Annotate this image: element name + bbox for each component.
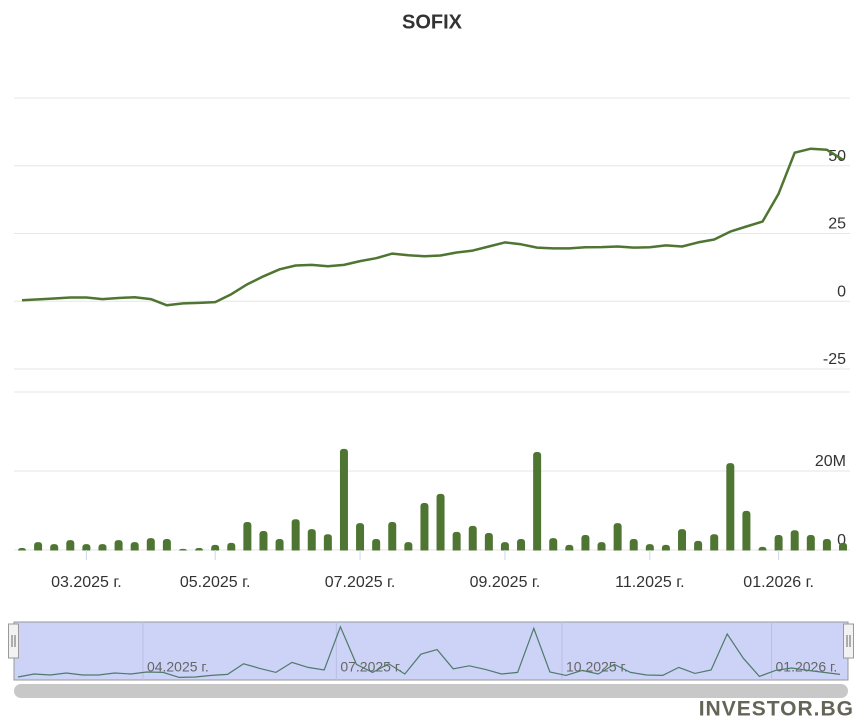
volume-bar xyxy=(581,534,590,553)
volume-bar xyxy=(275,538,284,553)
volume-bar xyxy=(742,510,751,553)
y-tick-label: 25 xyxy=(828,216,846,233)
price-line xyxy=(21,147,844,307)
volume-bar xyxy=(436,493,445,553)
volume-bar xyxy=(613,523,622,553)
volume-bar xyxy=(806,534,815,553)
volume-bar xyxy=(710,534,719,553)
volume-bar xyxy=(726,463,735,553)
navigator-label: 04.2025 г. xyxy=(147,659,209,675)
volume-bar xyxy=(227,542,236,553)
navigator-handle-right[interactable] xyxy=(843,623,854,659)
navigator-line xyxy=(17,625,841,679)
volume-bar xyxy=(66,540,75,553)
volume-bar xyxy=(388,521,397,553)
y-tick-label: 0 xyxy=(837,283,846,300)
x-tick-label: 07.2025 г. xyxy=(325,574,396,591)
volume-bar xyxy=(549,538,558,553)
volume-bar xyxy=(291,519,300,553)
volume-bar xyxy=(339,448,348,553)
volume-bar xyxy=(372,538,381,553)
volume-bar xyxy=(500,542,509,553)
volume-bar xyxy=(404,542,413,553)
volume-bar xyxy=(694,540,703,553)
x-tick-label: 05.2025 г. xyxy=(180,574,251,591)
volume-bar xyxy=(517,538,526,553)
volume-bar xyxy=(323,534,332,553)
volume-bar xyxy=(356,523,365,553)
chart-title: SOFIX xyxy=(402,11,463,33)
volume-bar xyxy=(243,521,252,553)
navigator-handle-left[interactable] xyxy=(8,623,19,659)
axis-cover xyxy=(10,550,854,556)
volume-bar xyxy=(130,542,139,553)
volume-bar xyxy=(307,529,316,553)
volume-bar xyxy=(259,531,268,553)
x-tick-label: 11.2025 г. xyxy=(615,574,684,591)
scrollbar[interactable] xyxy=(14,684,848,698)
volume-bar xyxy=(420,502,429,553)
volume-bar xyxy=(533,452,542,553)
volume-bar xyxy=(452,531,461,553)
volume-bar xyxy=(484,533,493,553)
volume-bar xyxy=(162,538,171,553)
y-tick-label: -25 xyxy=(823,351,846,368)
volume-bar xyxy=(597,542,606,553)
navigator-label: 01.2026 г. xyxy=(776,659,838,675)
volume-bar xyxy=(629,538,638,553)
volume-bar xyxy=(468,525,477,553)
x-tick-label: 09.2025 г. xyxy=(470,574,541,591)
volume-bar xyxy=(790,530,799,553)
volume-bar xyxy=(822,538,831,553)
watermark: INVESTOR.BG xyxy=(699,698,854,720)
volume-bar xyxy=(34,542,43,553)
volume-bar xyxy=(114,540,123,553)
x-tick-label: 01.2026 г. xyxy=(743,574,814,591)
volume-bar xyxy=(146,538,155,553)
volume-bar xyxy=(678,529,687,553)
volume-bar xyxy=(774,534,783,553)
y-tick-label: 20M xyxy=(815,453,846,470)
volume-bar xyxy=(839,542,847,553)
y-tick-label: 0 xyxy=(837,532,846,549)
x-tick-label: 03.2025 г. xyxy=(51,574,122,591)
